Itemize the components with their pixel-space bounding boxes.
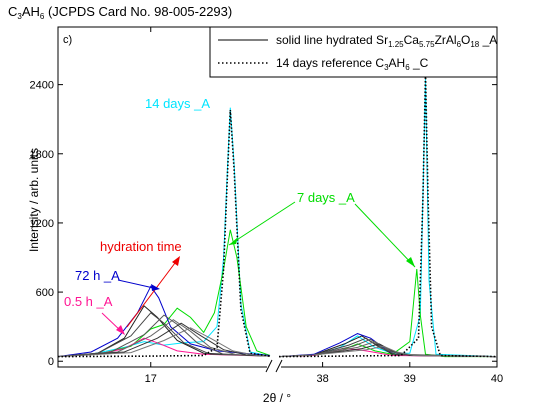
series-line — [57, 305, 271, 358]
series-line — [57, 107, 271, 358]
arrowhead-0-5h — [116, 325, 125, 335]
x-tick-label: 39 — [404, 373, 416, 385]
series-line — [57, 109, 271, 358]
arrowhead-7-days-left — [229, 237, 238, 245]
series-line — [57, 327, 271, 358]
series-line — [57, 314, 271, 358]
x-tick-label: 40 — [491, 373, 503, 385]
y-tick-label: 1800 — [30, 149, 54, 161]
legend-entry-dotted: 14 days reference C3AH6 _C — [276, 56, 429, 72]
legend: solid line hydrated Sr1.25Ca5.75ZrAl6O18… — [209, 26, 498, 78]
x-tick-label: 38 — [316, 373, 328, 385]
x-axis-title: 2θ / ° — [263, 391, 291, 405]
y-axis: 0 600 1200 1800 2400 — [30, 80, 497, 368]
series-line — [278, 73, 498, 358]
annotation-14-days: 14 days _A — [145, 96, 210, 111]
y-tick-label: 2400 — [30, 80, 54, 92]
annotations: 14 days _A 7 days _A hydration time 72 h… — [64, 96, 416, 335]
x-axis: 17 38 39 40 — [145, 27, 503, 385]
legend-box — [209, 26, 498, 78]
y-tick-label: 1200 — [30, 218, 54, 230]
y-tick-label: 600 — [36, 287, 54, 299]
annotation-7-days: 7 days _A — [297, 190, 355, 205]
series-line — [57, 319, 271, 358]
series-line — [57, 312, 271, 358]
arrow-7-days-left — [228, 201, 296, 246]
axis-break-marker — [265, 359, 283, 374]
legend-entry-solid: solid line hydrated Sr1.25Ca5.75ZrAl6O18… — [276, 33, 497, 49]
arrow-7-days-right — [354, 203, 416, 268]
series-line — [57, 229, 271, 358]
series-line — [278, 268, 497, 358]
series-line — [57, 285, 271, 358]
arrowhead-hydration-time — [172, 256, 180, 266]
y-tick-label: 0 — [48, 356, 54, 368]
arrowhead-7-days-right — [406, 257, 415, 267]
y-axis-title: Intensity / arb. units — [27, 148, 41, 252]
series-lines — [57, 73, 498, 358]
annotation-0-5h: 0.5 h _A — [64, 294, 113, 309]
annotation-72h: 72 h _A — [75, 268, 120, 283]
series-line — [278, 345, 498, 358]
series-line — [57, 322, 271, 358]
arrow-hydration-time — [126, 258, 179, 328]
panel-label: c) — [63, 34, 72, 46]
chart-title: C3AH6 (JCPDS Card No. 98-005-2293) — [8, 4, 232, 21]
arrow-72h — [117, 279, 159, 290]
x-tick-label: 17 — [145, 373, 157, 385]
arrowhead-72h — [151, 284, 160, 291]
series-line — [278, 78, 498, 358]
annotation-hydration-time: hydration time — [100, 239, 182, 254]
